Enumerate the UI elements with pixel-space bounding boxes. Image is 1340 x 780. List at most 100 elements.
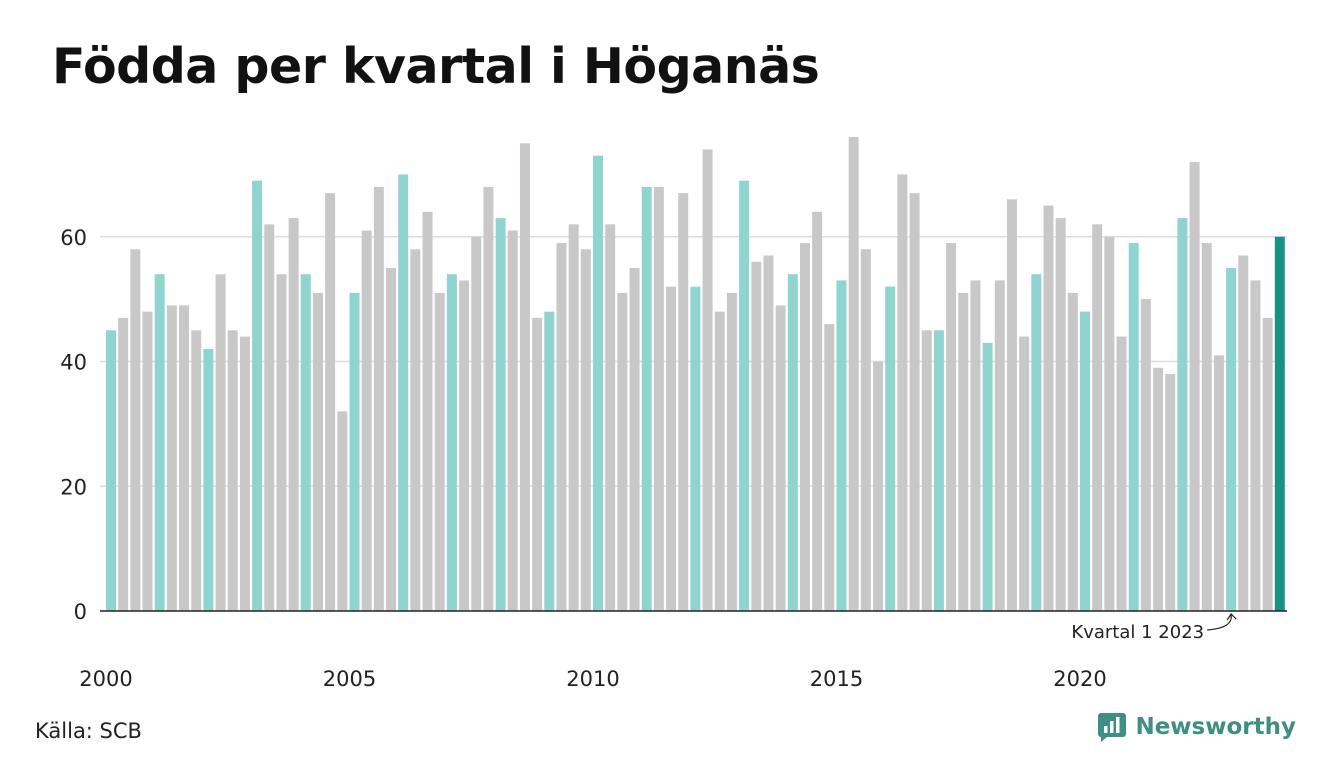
bar: [909, 193, 920, 611]
brand: Newsworthy: [1097, 712, 1296, 742]
bar: [373, 186, 384, 611]
bar: [459, 280, 470, 611]
annotation: Kvartal 1 2023: [1071, 613, 1237, 643]
bar: [787, 274, 798, 611]
bar: [361, 230, 372, 612]
bar: [386, 267, 397, 611]
bar: [544, 311, 555, 611]
bar: [215, 274, 226, 611]
bar: [1165, 374, 1176, 611]
bar: [848, 137, 859, 611]
bar: [1189, 161, 1200, 611]
bar: [666, 286, 677, 611]
bar: [763, 255, 774, 611]
bar: [154, 274, 165, 611]
bar: [1080, 311, 1090, 611]
bar: [1201, 243, 1212, 611]
bar: [227, 330, 238, 611]
bar: [398, 174, 409, 612]
bar: [775, 305, 786, 611]
bar: [970, 280, 981, 611]
bar: [714, 311, 725, 611]
bar: [1043, 205, 1054, 612]
bar: [1019, 336, 1030, 611]
bar: [617, 292, 628, 611]
bar: [252, 180, 263, 611]
bar: [1238, 255, 1249, 611]
bar: [142, 311, 153, 611]
bar: [641, 186, 652, 611]
bar: [1250, 280, 1261, 611]
bar: [799, 243, 810, 611]
bar: [1031, 274, 1042, 611]
bar: [203, 349, 214, 611]
bar: [191, 330, 202, 611]
bar: [1213, 355, 1224, 611]
bar: [507, 230, 518, 612]
bar: [824, 324, 835, 611]
bar: [678, 193, 689, 611]
bar: [495, 218, 506, 611]
bar: [1274, 236, 1285, 612]
bar: [288, 218, 299, 611]
bar: [873, 361, 884, 611]
bar: [1116, 336, 1127, 611]
bar: [106, 330, 116, 611]
annotation-arrow: [1207, 613, 1237, 631]
bars: [106, 137, 1285, 612]
bar: [580, 249, 591, 611]
bar: [130, 249, 141, 611]
bar: [921, 330, 932, 611]
x-tick-label: 2010: [566, 667, 619, 691]
bar: [471, 236, 482, 612]
bar: [1177, 218, 1188, 611]
bar: [994, 280, 1005, 611]
bar: [1104, 236, 1115, 612]
bar: [519, 143, 530, 612]
bar: [300, 274, 311, 611]
bar: [933, 330, 944, 611]
bar: [982, 342, 993, 611]
bar: [653, 186, 664, 611]
bar: [897, 174, 908, 612]
bar: [264, 224, 275, 611]
chart-title: Födda per kvartal i Höganäs: [52, 38, 820, 95]
bar: [836, 280, 847, 611]
bar: [593, 155, 603, 611]
bar: [958, 292, 969, 611]
bar: [605, 224, 616, 611]
bar: [1140, 299, 1151, 611]
bar: [1055, 218, 1066, 611]
bar: [337, 411, 348, 611]
brand-name: Newsworthy: [1135, 714, 1296, 740]
x-tick-label: 2020: [1053, 667, 1106, 691]
bar: [166, 305, 177, 611]
bar: [1153, 367, 1164, 611]
annotation-label: Kvartal 1 2023: [1071, 622, 1204, 643]
bar: [434, 292, 445, 611]
bar: [325, 193, 336, 611]
bar: [483, 186, 494, 611]
bar: [422, 211, 433, 611]
bar: [556, 243, 567, 611]
bar: [446, 274, 457, 611]
y-tick-label: 60: [60, 226, 87, 250]
bar: [946, 243, 957, 611]
bar: [726, 292, 737, 611]
y-axis-ticks: 0 20 40 60: [60, 226, 87, 624]
bar: [1092, 224, 1103, 611]
bar: [812, 211, 823, 611]
bar: [690, 286, 701, 611]
bar: [629, 267, 640, 611]
bar: [239, 336, 250, 611]
bar: [532, 317, 543, 611]
bar: [1128, 243, 1139, 611]
bar: [1226, 267, 1237, 611]
bar: [739, 180, 750, 611]
source-label: Källa: SCB: [35, 719, 142, 743]
bar: [1262, 317, 1273, 611]
x-tick-label: 2015: [810, 667, 863, 691]
x-tick-label: 2005: [323, 667, 376, 691]
bar: [118, 317, 129, 611]
